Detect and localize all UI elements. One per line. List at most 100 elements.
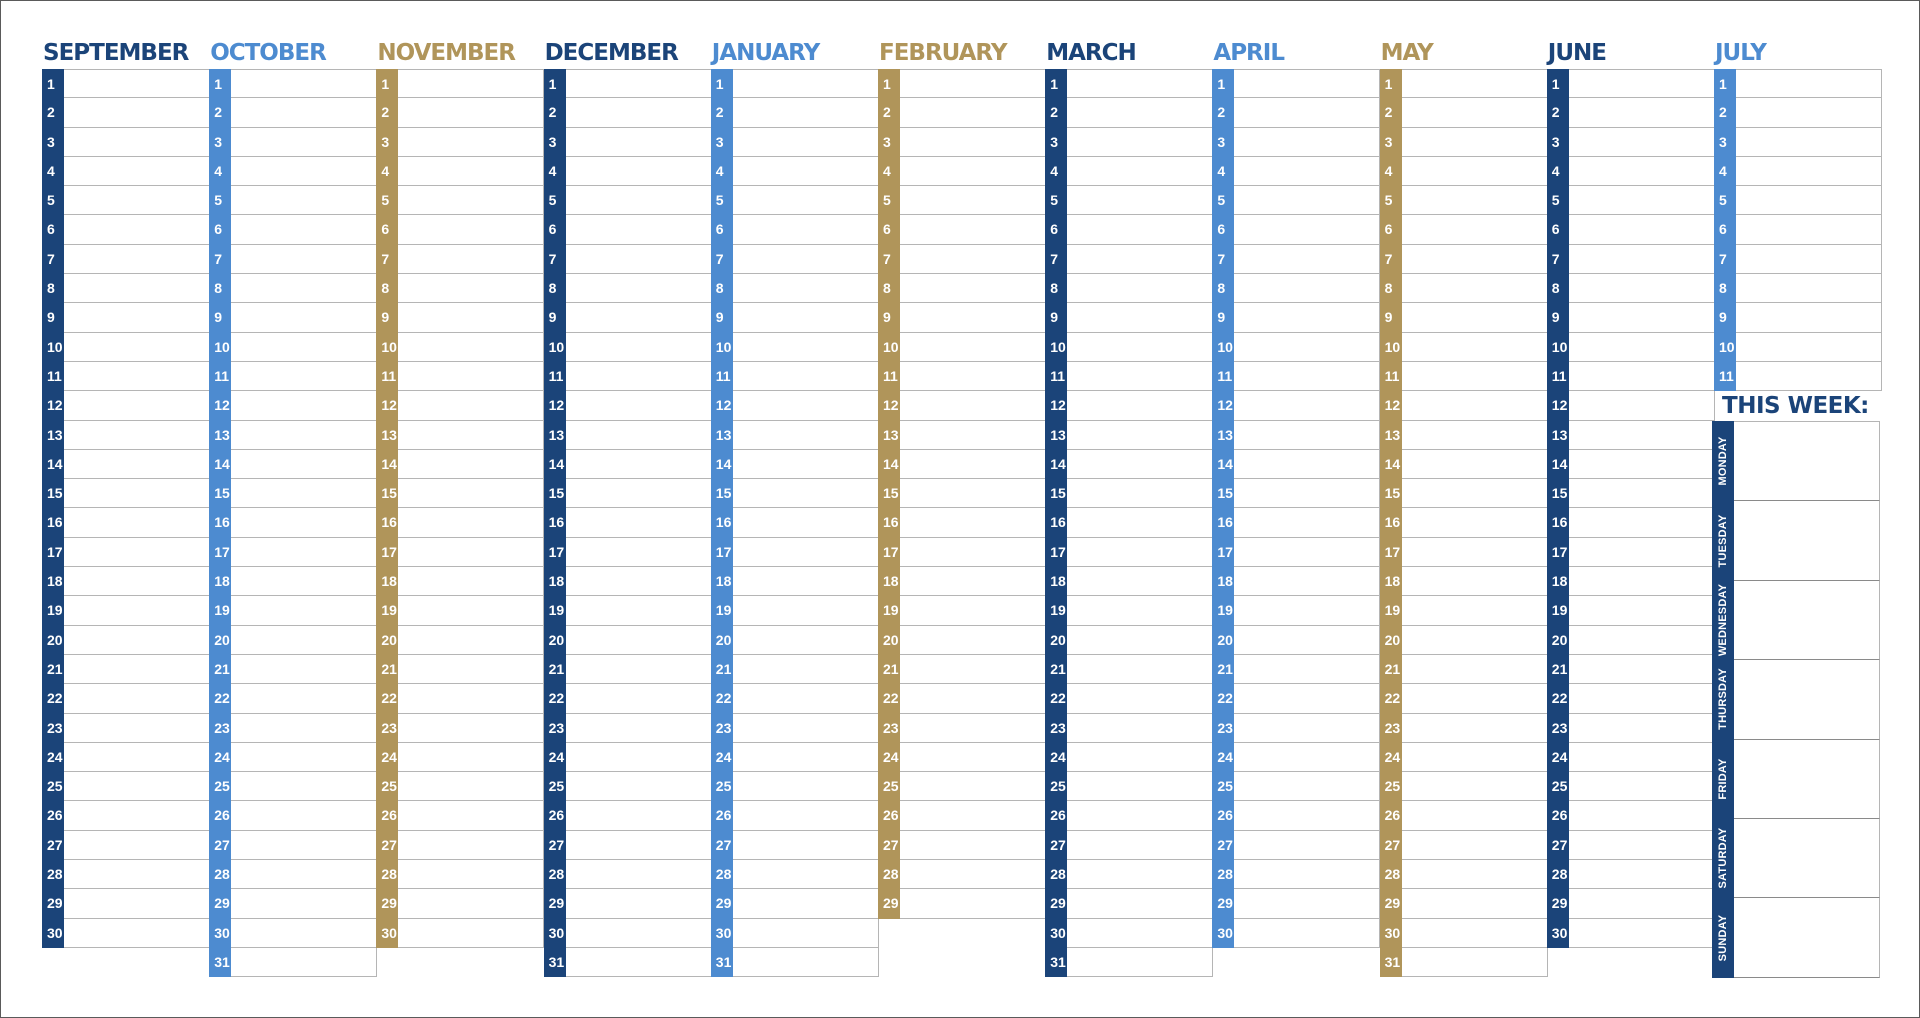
day-entry-row[interactable]: 8 (376, 273, 545, 304)
day-entry-row[interactable]: 22 (376, 683, 545, 714)
day-entry-row[interactable]: 19 (42, 595, 210, 626)
day-entry-row[interactable]: 27 (1546, 829, 1715, 861)
day-entry-row[interactable]: 6 (1045, 214, 1214, 245)
day-entry-row[interactable]: 21 (1212, 653, 1381, 685)
weekday-row-tuesday[interactable]: TUESDAY (1712, 500, 1880, 581)
day-entry-row[interactable]: 28 (209, 859, 378, 890)
day-entry-row[interactable]: 14 (42, 448, 210, 480)
day-entry-row[interactable]: 31 (710, 946, 879, 978)
day-entry-row[interactable]: 14 (1546, 448, 1715, 480)
day-entry-row[interactable]: 20 (878, 624, 1046, 655)
day-entry-row[interactable]: 9 (1045, 302, 1214, 333)
day-entry-row[interactable]: 18 (209, 566, 378, 597)
day-entry-row[interactable]: 11 (878, 360, 1046, 392)
day-entry-row[interactable]: 18 (376, 566, 545, 597)
day-entry-row[interactable]: 5 (1546, 185, 1715, 216)
day-entry-row[interactable]: 13 (1546, 419, 1715, 450)
day-entry-row[interactable]: 1 (1714, 69, 1882, 99)
day-entry-row[interactable]: 8 (1212, 273, 1381, 304)
day-entry-row[interactable]: 4 (376, 155, 545, 187)
day-entry-row[interactable]: 12 (42, 390, 210, 421)
day-entry-row[interactable]: 24 (710, 741, 879, 773)
day-entry-row[interactable]: 4 (1546, 155, 1715, 187)
day-entry-row[interactable]: 17 (376, 536, 545, 568)
day-entry-row[interactable]: 6 (543, 214, 712, 245)
day-entry-row[interactable]: 2 (1546, 97, 1715, 128)
day-entry-row[interactable]: 17 (1546, 536, 1715, 568)
day-entry-row[interactable]: 27 (543, 829, 712, 861)
day-entry-row[interactable]: 19 (209, 595, 378, 626)
day-entry-row[interactable]: 12 (543, 390, 712, 421)
day-entry-row[interactable]: 10 (1714, 331, 1882, 362)
day-entry-row[interactable]: 29 (1379, 888, 1548, 919)
day-entry-row[interactable]: 2 (209, 97, 378, 128)
day-entry-row[interactable]: 26 (543, 800, 712, 831)
day-entry-row[interactable]: 28 (878, 859, 1046, 890)
day-entry-row[interactable]: 24 (1212, 741, 1381, 773)
day-entry-row[interactable]: 22 (1212, 683, 1381, 714)
day-entry-row[interactable]: 8 (209, 273, 378, 304)
weekday-row-monday[interactable]: MONDAY (1712, 421, 1880, 502)
day-entry-row[interactable]: 30 (1212, 917, 1381, 948)
day-entry-row[interactable]: 21 (209, 653, 378, 685)
day-entry-row[interactable]: 26 (42, 800, 210, 831)
day-entry-row[interactable]: 13 (543, 419, 712, 450)
day-entry-row[interactable]: 1 (42, 69, 210, 99)
day-entry-row[interactable]: 8 (710, 273, 879, 304)
day-entry-row[interactable]: 9 (1212, 302, 1381, 333)
day-entry-row[interactable]: 23 (209, 712, 378, 743)
day-entry-row[interactable]: 7 (209, 243, 378, 275)
day-entry-row[interactable]: 8 (42, 273, 210, 304)
day-entry-row[interactable]: 14 (878, 448, 1046, 480)
day-entry-row[interactable]: 6 (42, 214, 210, 245)
day-entry-row[interactable]: 27 (710, 829, 879, 861)
day-entry-row[interactable]: 1 (376, 69, 545, 99)
day-entry-row[interactable]: 10 (1379, 331, 1548, 362)
day-entry-row[interactable]: 26 (1212, 800, 1381, 831)
day-entry-row[interactable]: 21 (878, 653, 1046, 685)
day-entry-row[interactable]: 28 (1045, 859, 1214, 890)
day-entry-row[interactable]: 28 (376, 859, 545, 890)
day-entry-row[interactable]: 16 (1212, 507, 1381, 538)
day-entry-row[interactable]: 24 (1379, 741, 1548, 773)
day-entry-row[interactable]: 21 (543, 653, 712, 685)
day-entry-row[interactable]: 7 (1546, 243, 1715, 275)
day-entry-row[interactable]: 14 (710, 448, 879, 480)
day-entry-row[interactable]: 1 (209, 69, 378, 99)
day-entry-row[interactable]: 23 (878, 712, 1046, 743)
day-entry-row[interactable]: 15 (1212, 478, 1381, 509)
day-entry-row[interactable]: 9 (1714, 302, 1882, 333)
day-entry-row[interactable]: 26 (376, 800, 545, 831)
day-entry-row[interactable]: 13 (1212, 419, 1381, 450)
day-entry-row[interactable]: 30 (710, 917, 879, 948)
day-entry-row[interactable]: 2 (543, 97, 712, 128)
day-entry-row[interactable]: 23 (1045, 712, 1214, 743)
day-entry-row[interactable]: 10 (1212, 331, 1381, 362)
day-entry-row[interactable]: 5 (1212, 185, 1381, 216)
day-entry-row[interactable]: 12 (1379, 390, 1548, 421)
day-entry-row[interactable]: 24 (209, 741, 378, 773)
day-entry-row[interactable]: 11 (209, 360, 378, 392)
day-entry-row[interactable]: 14 (1045, 448, 1214, 480)
day-entry-row[interactable]: 8 (543, 273, 712, 304)
day-entry-row[interactable]: 3 (1045, 126, 1214, 157)
day-entry-row[interactable]: 12 (710, 390, 879, 421)
day-entry-row[interactable]: 11 (42, 360, 210, 392)
day-entry-row[interactable]: 18 (710, 566, 879, 597)
day-entry-row[interactable]: 10 (1045, 331, 1214, 362)
day-entry-row[interactable]: 9 (1546, 302, 1715, 333)
day-entry-row[interactable]: 7 (1045, 243, 1214, 275)
day-entry-row[interactable]: 3 (209, 126, 378, 157)
day-entry-row[interactable]: 1 (1379, 69, 1548, 99)
day-entry-row[interactable]: 1 (543, 69, 712, 99)
day-entry-row[interactable]: 11 (1546, 360, 1715, 392)
day-entry-row[interactable]: 16 (543, 507, 712, 538)
day-entry-row[interactable]: 22 (543, 683, 712, 714)
day-entry-row[interactable]: 28 (543, 859, 712, 890)
day-entry-row[interactable]: 17 (1045, 536, 1214, 568)
day-entry-row[interactable]: 12 (1045, 390, 1214, 421)
day-entry-row[interactable]: 5 (209, 185, 378, 216)
day-entry-row[interactable]: 5 (376, 185, 545, 216)
day-entry-row[interactable]: 13 (209, 419, 378, 450)
day-entry-row[interactable]: 10 (543, 331, 712, 362)
